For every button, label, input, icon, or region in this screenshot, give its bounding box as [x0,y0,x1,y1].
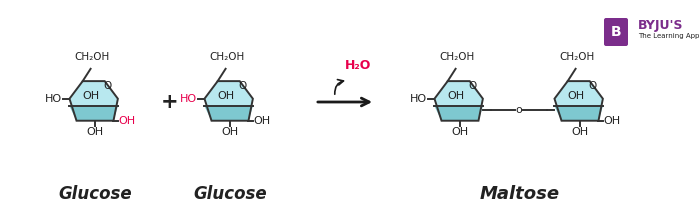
Text: HO: HO [179,94,197,104]
Polygon shape [435,81,483,121]
Text: o: o [515,105,522,115]
Text: O: O [588,81,596,91]
Text: OH: OH [82,91,99,101]
Text: OH: OH [254,116,271,126]
Text: OH: OH [86,127,104,137]
Polygon shape [204,81,253,121]
Text: OH: OH [221,127,239,137]
Polygon shape [204,106,253,121]
Text: OH: OH [119,116,136,126]
Text: CH₂OH: CH₂OH [440,52,475,62]
Text: OH: OH [604,116,621,126]
Text: OH: OH [567,91,584,101]
Polygon shape [554,106,603,121]
Text: O: O [103,81,111,91]
Text: H₂O: H₂O [345,59,371,72]
Text: HO: HO [44,94,62,104]
Text: OH: OH [217,91,234,101]
Text: Glucose: Glucose [58,185,132,203]
Text: BYJU'S: BYJU'S [638,20,683,32]
Text: HO: HO [410,94,426,104]
Text: +: + [161,92,178,112]
Polygon shape [554,81,603,121]
Text: Glucose: Glucose [193,185,267,203]
Text: CH₂OH: CH₂OH [560,52,595,62]
Text: OH: OH [452,127,468,137]
Polygon shape [69,81,118,121]
Text: OH: OH [571,127,589,137]
Text: CH₂OH: CH₂OH [75,52,110,62]
Text: Maltose: Maltose [480,185,560,203]
Text: B: B [610,25,622,39]
Text: O: O [468,81,477,91]
Text: O: O [238,81,246,91]
Text: OH: OH [447,91,464,101]
Polygon shape [435,106,483,121]
FancyBboxPatch shape [604,18,628,46]
Text: CH₂OH: CH₂OH [210,52,245,62]
Polygon shape [69,106,118,121]
Text: The Learning App: The Learning App [638,33,699,39]
